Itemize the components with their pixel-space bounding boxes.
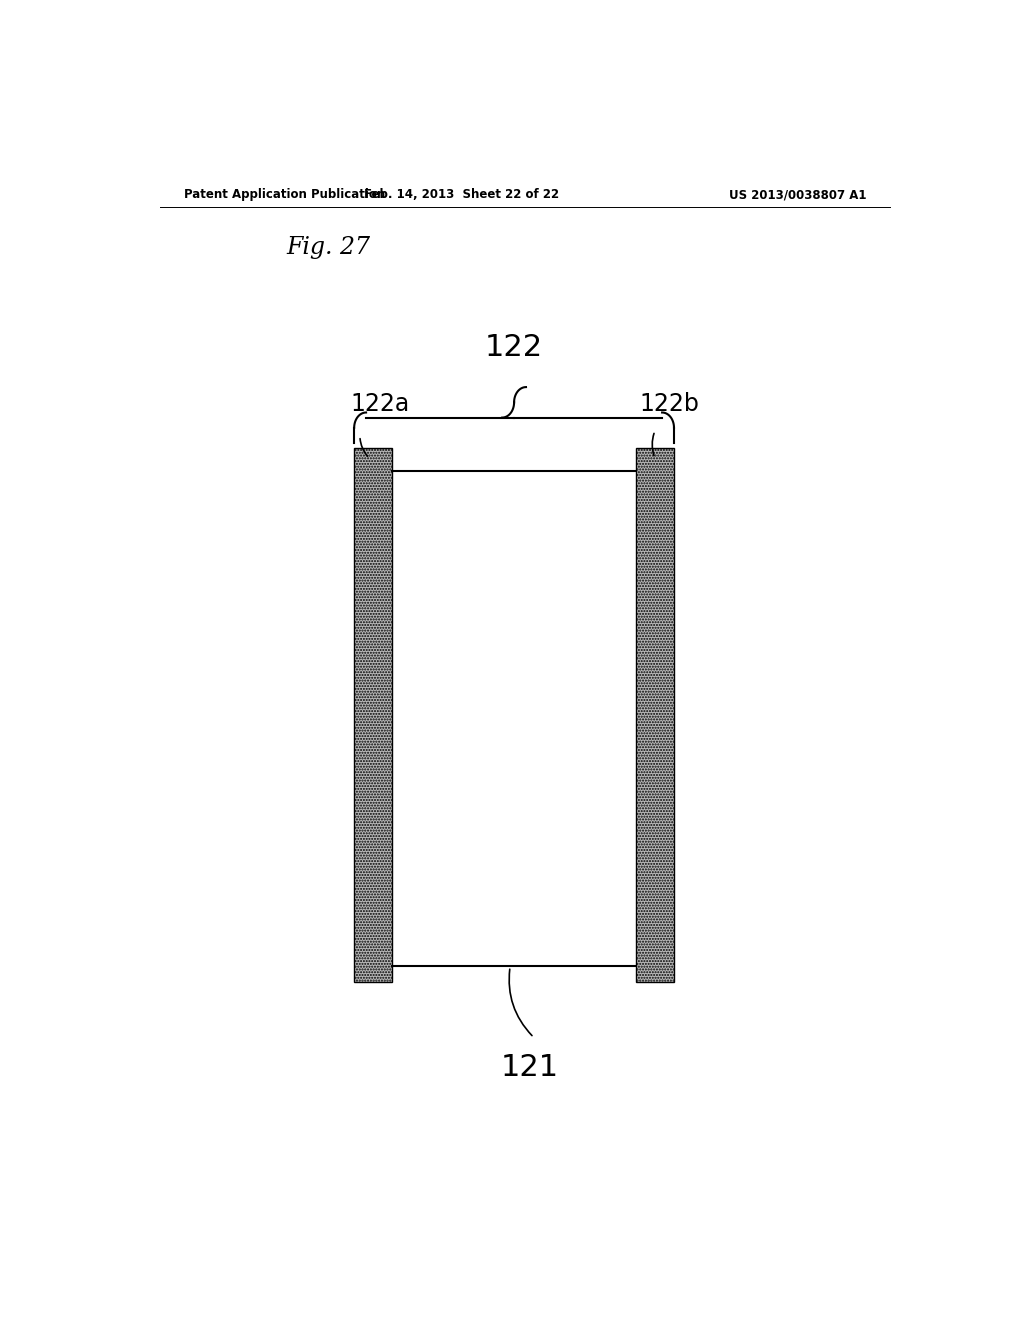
Text: Patent Application Publication: Patent Application Publication <box>183 189 385 202</box>
Text: 122: 122 <box>485 333 543 362</box>
Text: 121: 121 <box>501 1053 559 1082</box>
Text: 122a: 122a <box>350 392 410 416</box>
Text: Feb. 14, 2013  Sheet 22 of 22: Feb. 14, 2013 Sheet 22 of 22 <box>364 189 559 202</box>
Text: Fig. 27: Fig. 27 <box>287 236 371 259</box>
Text: 122b: 122b <box>640 392 699 416</box>
Bar <box>354 447 392 982</box>
Bar <box>636 447 674 982</box>
Text: US 2013/0038807 A1: US 2013/0038807 A1 <box>728 189 866 202</box>
